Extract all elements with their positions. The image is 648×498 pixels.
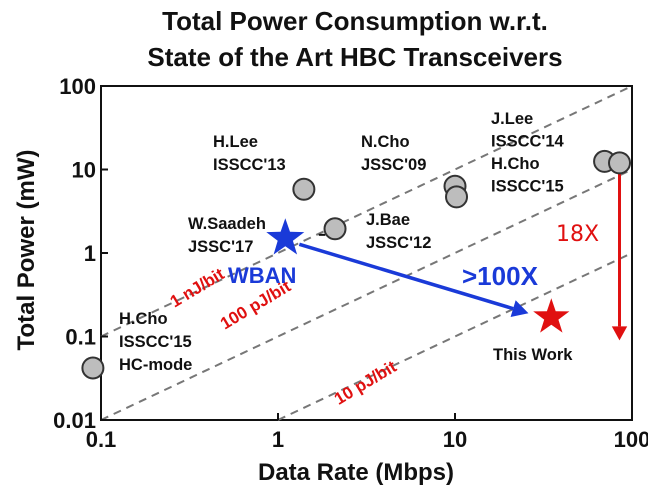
- this-work-star: [533, 298, 570, 333]
- point-label: H.Cho: [491, 155, 540, 173]
- data-point: [608, 151, 632, 175]
- data-point: [323, 217, 347, 241]
- point-label: W.Saadeh: [188, 215, 266, 233]
- arrow-head: [510, 300, 529, 318]
- data-point: [445, 185, 469, 209]
- point-label: ISSCC'15: [119, 333, 192, 351]
- point-label: J.Bae: [366, 211, 410, 229]
- wban-label: WBAN: [228, 263, 296, 288]
- annotation-arrows: [298, 169, 628, 341]
- x-tick-label: 100: [614, 427, 648, 452]
- highlight-stars: [266, 218, 570, 333]
- arrow-head: [611, 326, 628, 341]
- point-label: JSSC'09: [361, 156, 426, 174]
- arrow-shaft: [298, 242, 514, 311]
- chart-title-line1: Total Power Consumption w.r.t.: [162, 6, 548, 36]
- data-points: [81, 149, 632, 380]
- x-tick-label: 1: [272, 427, 284, 452]
- point-label: ISSCC'15: [491, 178, 564, 196]
- data-point: [81, 356, 105, 380]
- point-label: ISSCC'14: [491, 133, 565, 151]
- efficiency-line-label: 1 nJ/bit: [167, 264, 228, 311]
- reduction-label: 18X: [556, 222, 599, 247]
- point-label: N.Cho: [361, 133, 410, 151]
- y-axis-title: Total Power (mW): [13, 150, 40, 351]
- point-label: JSSC'17: [188, 238, 253, 256]
- x-tick-label: 10: [443, 427, 467, 452]
- y-tick-label: 0.1: [65, 325, 96, 350]
- data-point: [292, 177, 316, 201]
- y-tick-label: 1: [84, 241, 96, 266]
- x-tick-label: 0.1: [86, 427, 117, 452]
- point-label: JSSC'12: [366, 234, 431, 252]
- point-label: ISSCC'13: [213, 156, 286, 174]
- efficiency-line-label: 10 pJ/bit: [331, 357, 400, 409]
- point-label: HC-mode: [119, 356, 192, 374]
- point-label: H.Cho: [119, 310, 168, 328]
- efficiency-line: [277, 252, 633, 421]
- point-labels: H.Cho ISSCC'15 HC-mode H.Lee ISSCC'13 W.Saade…: [119, 110, 599, 374]
- point-label: H.Lee: [213, 133, 258, 151]
- point-label: J.Lee: [491, 110, 533, 128]
- y-tick-label: 100: [59, 74, 96, 99]
- improvement-label: >100X: [462, 261, 539, 291]
- y-tick-label: 0.01: [53, 408, 96, 433]
- y-tick-label: 10: [72, 158, 96, 183]
- chart-title-line2: State of the Art HBC Transceivers: [147, 42, 562, 72]
- x-axis-title: Data Rate (Mbps): [258, 459, 454, 486]
- wban-star: [266, 218, 305, 255]
- point-label: This Work: [493, 346, 573, 364]
